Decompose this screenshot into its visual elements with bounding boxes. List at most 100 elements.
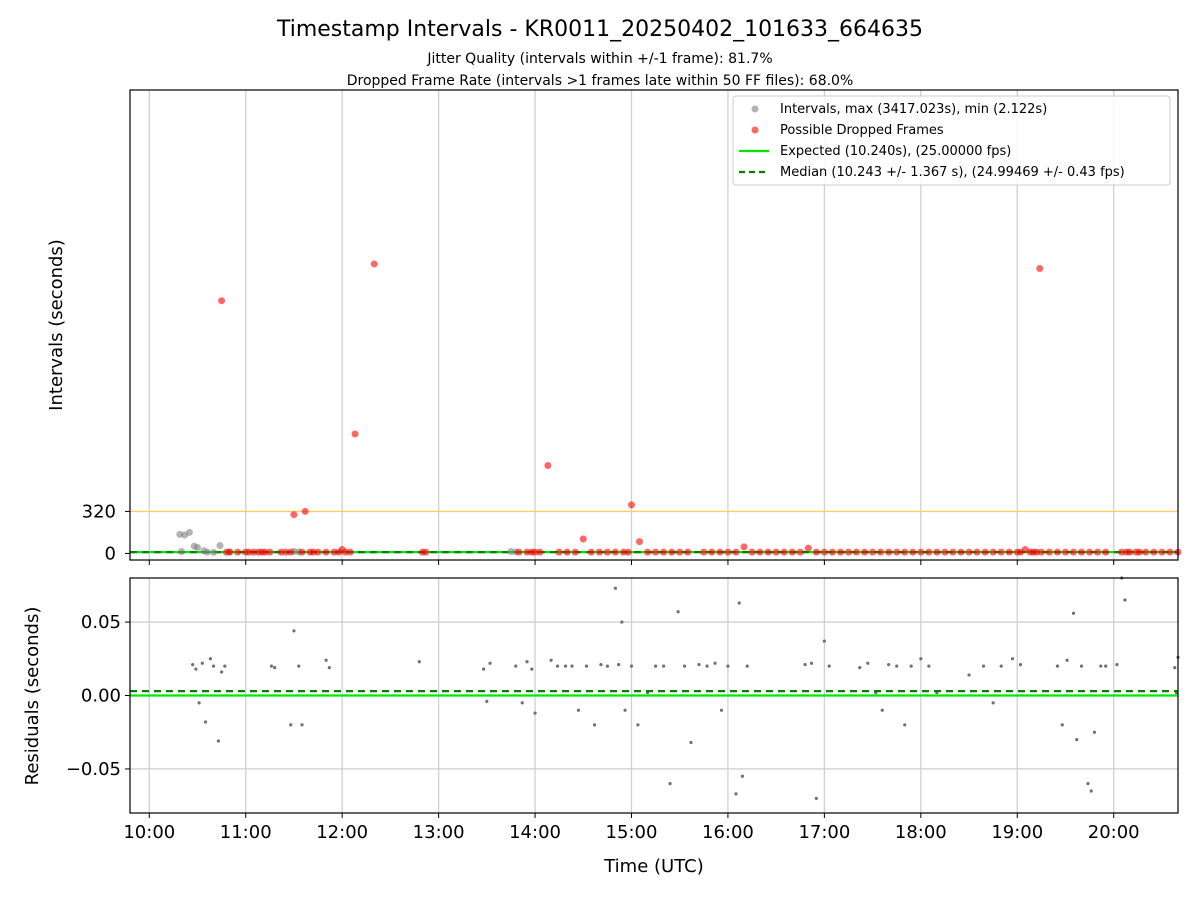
dropped-frame-point-18 [309,548,317,556]
intervals-y-ticks: 0 320 [82,501,130,564]
residuals-series [191,576,1180,800]
dropped-frame-point-61 [756,548,764,556]
residual-point-16 [324,658,328,662]
residual-point-58 [803,663,807,667]
residual-point-49 [697,663,701,667]
residual-point-28 [555,664,560,668]
residual-point-69 [903,723,907,727]
dropped-frame-point-85 [949,548,957,556]
dropped-frame-point-63 [772,548,780,556]
dropped-frame-point-43 [611,548,619,556]
dropped-frame-point-54 [700,548,708,556]
dropped-frame-point-66 [796,548,804,556]
residual-point-29 [563,664,568,668]
dropped-frame-point-69 [820,548,828,556]
dropped-frame-point-92 [1005,548,1013,556]
residual-point-95 [1173,665,1177,670]
dropped-frame-point-53 [684,548,692,556]
dropped-frame-point-45 [624,548,632,556]
residual-point-62 [827,664,831,668]
dropped-frame-point-19 [314,548,322,556]
chart-title: Timestamp Intervals - KR0011_20250402_10… [276,17,923,42]
dropped-frame-point-35 [544,461,552,469]
dropped-frame-point-10 [266,548,274,556]
legend-intervals-label: Intervals, max (3417.023s), min (2.122s) [780,102,1047,117]
residual-point-9 [223,664,227,668]
x-tick-label-2: 12:00 [316,822,368,843]
residual-point-66 [880,708,884,712]
residual-point-59 [809,661,814,665]
residual-point-1 [194,667,198,671]
dropped-frame-point-104 [1070,548,1078,556]
residual-point-78 [1010,657,1015,661]
residual-point-85 [1079,664,1084,668]
residual-point-87 [1089,789,1093,793]
dropped-frame-point-16 [301,507,309,515]
residual-point-44 [662,664,666,668]
intervals-y-axis-label: Intervals (seconds) [46,239,67,411]
dropped-frame-point-68 [812,548,820,556]
residual-point-47 [682,664,687,668]
dropped-frame-point-2 [226,548,234,556]
dropped-frame-point-20 [322,548,330,556]
residual-point-19 [482,667,486,671]
legend-intervals-marker [751,105,759,113]
x-tick-label-0: 10:00 [123,822,175,843]
intervals-x-ticks [148,560,1115,565]
dropped-frame-point-109 [1118,548,1126,556]
residual-point-17 [327,665,331,670]
residual-point-41 [636,723,640,727]
residual-point-7 [216,739,221,743]
intervals-y-tick-label-1: 320 [82,501,116,522]
residual-point-82 [1065,658,1069,662]
residual-point-81 [1060,723,1064,727]
dropped-frame-point-81 [917,548,925,556]
residual-point-4 [203,720,208,724]
dropped-frame-point-58 [732,548,740,556]
dropped-frame-point-70 [828,548,836,556]
dropped-frame-point-55 [708,548,716,556]
residual-point-6 [211,664,216,668]
residual-point-70 [909,664,913,668]
residual-point-46 [676,610,680,614]
residual-point-90 [1104,664,1108,668]
dropped-frame-point-40 [587,548,595,556]
dropped-frame-point-79 [901,548,909,556]
residual-point-88 [1092,730,1097,734]
dropped-frame-point-62 [764,548,772,556]
dropped-frame-point-80 [909,548,917,556]
residual-point-21 [488,661,492,665]
dropped-frame-point-99 [1036,265,1044,273]
residual-point-67 [887,663,891,667]
dropped-frame-point-89 [981,548,989,556]
x-axis-label: Time (UTC) [603,856,704,877]
dropped-frame-point-75 [869,548,877,556]
dropped-frame-point-65 [788,548,796,556]
residual-point-23 [520,701,524,705]
interval-point-7 [177,547,185,555]
residual-point-5 [208,657,212,661]
residuals-y-axis-label: Residuals (seconds) [22,607,43,786]
residual-point-15 [300,723,304,727]
x-tick-label-10: 20:00 [1088,822,1140,843]
legend-dropped-marker [751,126,759,134]
residual-point-61 [822,639,826,643]
dropped-frame-point-67 [804,544,812,552]
residual-point-36 [613,586,618,590]
dropped-frame-point-111 [1126,548,1134,556]
residual-point-14 [297,664,301,668]
x-tick-label-8: 18:00 [895,822,947,843]
residual-point-38 [620,620,624,624]
residual-point-10 [269,664,274,668]
intervals-axes-frame [129,89,1179,561]
residual-point-18 [417,660,421,664]
residual-point-91 [1115,663,1119,667]
dropped-frame-point-105 [1078,548,1086,556]
dropped-frame-point-90 [989,548,997,556]
dropped-frame-point-46 [627,501,635,509]
residual-point-26 [533,711,537,715]
residual-point-37 [617,663,621,667]
chart-subtitle-line-2: Dropped Frame Rate (intervals >1 frames … [347,73,854,89]
dropped-frame-point-3 [234,548,242,556]
residual-point-50 [705,664,709,668]
